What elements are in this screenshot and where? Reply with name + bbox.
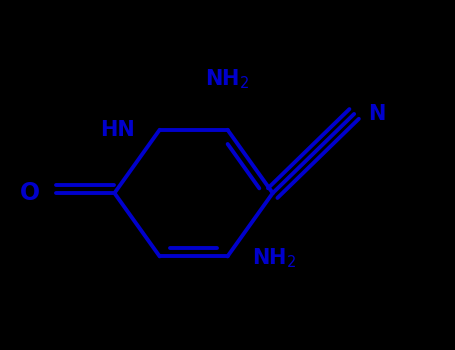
Text: O: O	[20, 181, 40, 205]
Text: N: N	[368, 104, 385, 124]
Text: NH$_2$: NH$_2$	[253, 247, 297, 271]
Text: HN: HN	[100, 120, 135, 140]
Text: NH$_2$: NH$_2$	[205, 68, 250, 91]
